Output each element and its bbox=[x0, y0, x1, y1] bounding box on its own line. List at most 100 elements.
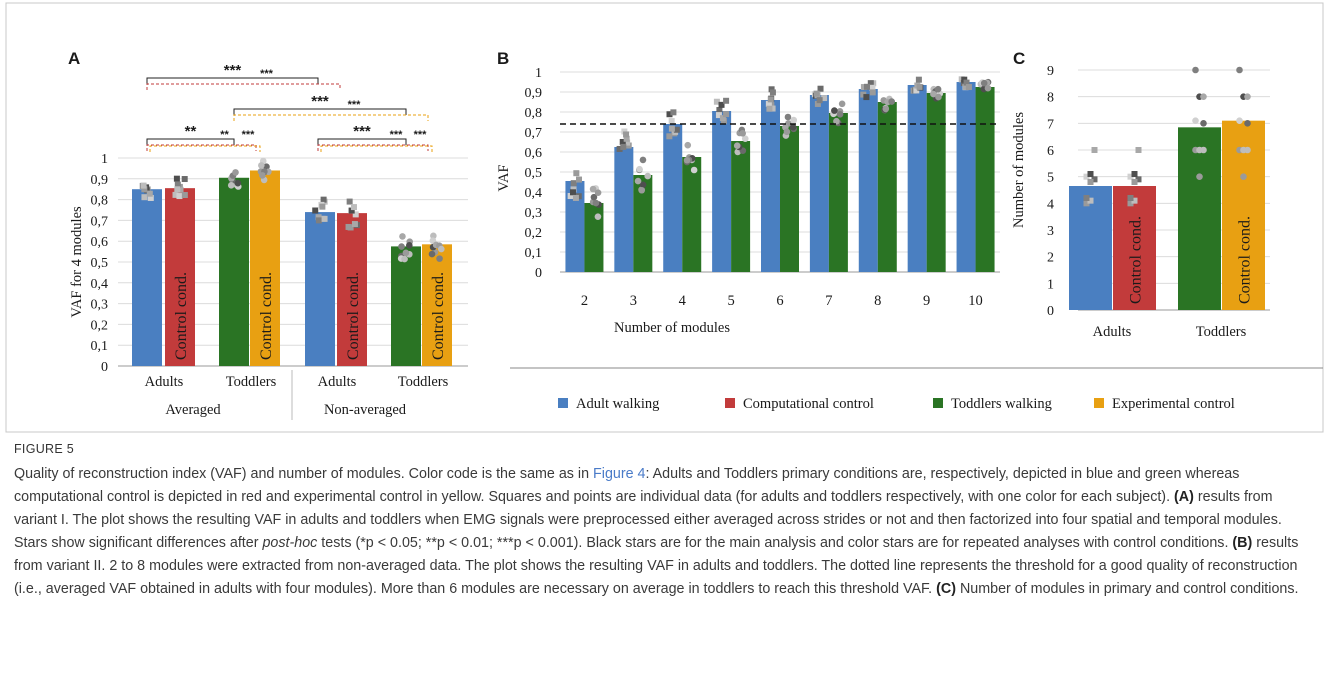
y-tick-label: 0,6 bbox=[525, 146, 543, 161]
individual-data-point bbox=[863, 83, 870, 90]
bar-toddlers-walking bbox=[975, 87, 995, 272]
bar-adult-walking bbox=[712, 111, 732, 272]
legend-label: Toddlers walking bbox=[951, 396, 1052, 412]
sig-stars-main: *** bbox=[224, 62, 242, 79]
individual-data-point bbox=[888, 98, 896, 105]
bar-adult-walking bbox=[132, 189, 162, 366]
y-tick-label: 0,3 bbox=[91, 298, 109, 313]
y-tick-label: 0,4 bbox=[525, 186, 543, 201]
panel-a-y-axis-label: VAF for 4 modules bbox=[69, 206, 85, 318]
panel-c-individual-data bbox=[1083, 66, 1251, 207]
x-tick-label: Adults bbox=[1093, 324, 1132, 340]
legend-label: Adult walking bbox=[576, 396, 659, 412]
individual-data-point bbox=[320, 196, 327, 203]
bar-adult-walking bbox=[907, 85, 927, 272]
individual-data-point bbox=[594, 189, 602, 196]
individual-data-point bbox=[1240, 173, 1247, 180]
individual-data-point bbox=[1087, 171, 1094, 177]
y-tick-label: 0,6 bbox=[91, 235, 109, 250]
individual-data-point bbox=[934, 85, 942, 93]
individual-data-point bbox=[723, 111, 730, 118]
y-tick-label: 4 bbox=[1047, 197, 1054, 212]
individual-data-point bbox=[176, 193, 183, 200]
y-tick-label: 8 bbox=[1047, 91, 1054, 106]
x-tick-label: 7 bbox=[825, 293, 832, 309]
y-tick-label: 0,5 bbox=[91, 256, 109, 271]
individual-data-point bbox=[234, 179, 242, 187]
individual-data-point bbox=[718, 101, 725, 108]
individual-data-point bbox=[315, 217, 322, 224]
individual-data-point bbox=[1087, 197, 1094, 204]
y-tick-label: 0,8 bbox=[91, 194, 109, 209]
bar-adult-walking bbox=[663, 124, 683, 272]
individual-data-point bbox=[739, 130, 746, 137]
figure-4-link[interactable]: Figure 4 bbox=[593, 466, 646, 482]
individual-data-point bbox=[1236, 117, 1243, 124]
individual-data-point bbox=[1131, 171, 1138, 177]
panel-c-letter: C bbox=[1013, 49, 1025, 68]
x-tick-label: Adults bbox=[145, 374, 184, 390]
bar-toddlers-walking bbox=[780, 126, 799, 272]
individual-data-point bbox=[1244, 93, 1251, 100]
caption-c-label: (C) bbox=[936, 581, 956, 597]
individual-data-point bbox=[1127, 200, 1134, 207]
individual-data-point bbox=[784, 113, 792, 121]
bar-experimental-control bbox=[250, 170, 280, 366]
individual-data-point bbox=[438, 245, 445, 253]
caption-text-4: tests (*p < 0.05; **p < 0.01; ***p < 0.0… bbox=[317, 535, 1233, 551]
sig-bracket-control bbox=[233, 114, 429, 121]
individual-data-point bbox=[935, 93, 942, 101]
individual-data-point bbox=[1200, 120, 1207, 127]
panel-c-bars: Control cond. Control cond. bbox=[1069, 120, 1265, 311]
x-tick-label: Adults bbox=[318, 374, 357, 390]
sig-stars-control: *** bbox=[260, 68, 274, 80]
panel-b-individual-data bbox=[567, 76, 992, 220]
bar-adult-walking bbox=[956, 82, 976, 272]
individual-data-point bbox=[639, 156, 647, 164]
individual-data-point bbox=[984, 84, 992, 92]
bar-inner-label: Control cond. bbox=[1128, 216, 1145, 304]
individual-data-point bbox=[767, 96, 774, 103]
individual-data-point bbox=[1127, 173, 1134, 180]
y-tick-label: 1 bbox=[535, 66, 542, 81]
individual-data-point bbox=[668, 118, 675, 125]
individual-data-point bbox=[1135, 176, 1142, 183]
individual-data-point bbox=[258, 162, 265, 169]
individual-data-point bbox=[351, 221, 358, 228]
panel-a-x-labels: Adults Toddlers Averaged Adults Toddlers Non-… bbox=[145, 370, 449, 420]
x-tick-label: 8 bbox=[874, 293, 881, 309]
legend-swatch bbox=[558, 398, 568, 408]
individual-data-point bbox=[690, 166, 698, 174]
panel-b-chart: 0 0,1 0,2 0,3 0,4 0,5 0,6 0,7 0,8 0,9 1 2 3 4 5 6 7 8 9 10… bbox=[496, 66, 1000, 336]
bar-inner-label: Control cond. bbox=[430, 272, 447, 360]
sig-stars-control-2: *** bbox=[414, 129, 428, 141]
individual-data-point bbox=[619, 139, 626, 146]
individual-data-point bbox=[1244, 120, 1251, 127]
individual-data-point bbox=[346, 198, 353, 205]
individual-data-point bbox=[590, 193, 598, 201]
individual-data-point bbox=[741, 135, 749, 142]
individual-data-point bbox=[1091, 176, 1098, 183]
bar-toddlers-walking bbox=[731, 141, 751, 272]
individual-data-point bbox=[227, 182, 235, 189]
individual-data-point bbox=[174, 186, 181, 193]
individual-data-point bbox=[592, 199, 600, 207]
caption-text-5: results from variant II. 2 to 8 modules … bbox=[14, 535, 1299, 597]
sig-bracket-control bbox=[146, 83, 341, 90]
bar-adult-walking bbox=[614, 147, 634, 272]
individual-data-point bbox=[399, 233, 406, 240]
legend-swatch bbox=[933, 398, 943, 408]
x-tick-label: 3 bbox=[630, 293, 637, 309]
individual-data-point bbox=[140, 182, 147, 189]
y-tick-label: 1 bbox=[1047, 277, 1054, 292]
individual-data-point bbox=[869, 89, 876, 96]
y-tick-label: 2 bbox=[1047, 251, 1054, 266]
individual-data-point bbox=[713, 98, 720, 105]
individual-data-point bbox=[174, 181, 181, 188]
individual-data-point bbox=[821, 95, 828, 102]
bar-inner-label: Control cond. bbox=[258, 272, 275, 360]
individual-data-point bbox=[719, 115, 726, 122]
panel-c-y-ticks: 0 1 2 3 4 5 6 7 8 9 bbox=[1047, 64, 1054, 319]
individual-data-point bbox=[666, 111, 673, 118]
panel-a-y-ticks: 0 0,1 0,2 0,3 0,4 0,5 0,6 0,7 0,8 0,9 1 bbox=[91, 152, 109, 375]
